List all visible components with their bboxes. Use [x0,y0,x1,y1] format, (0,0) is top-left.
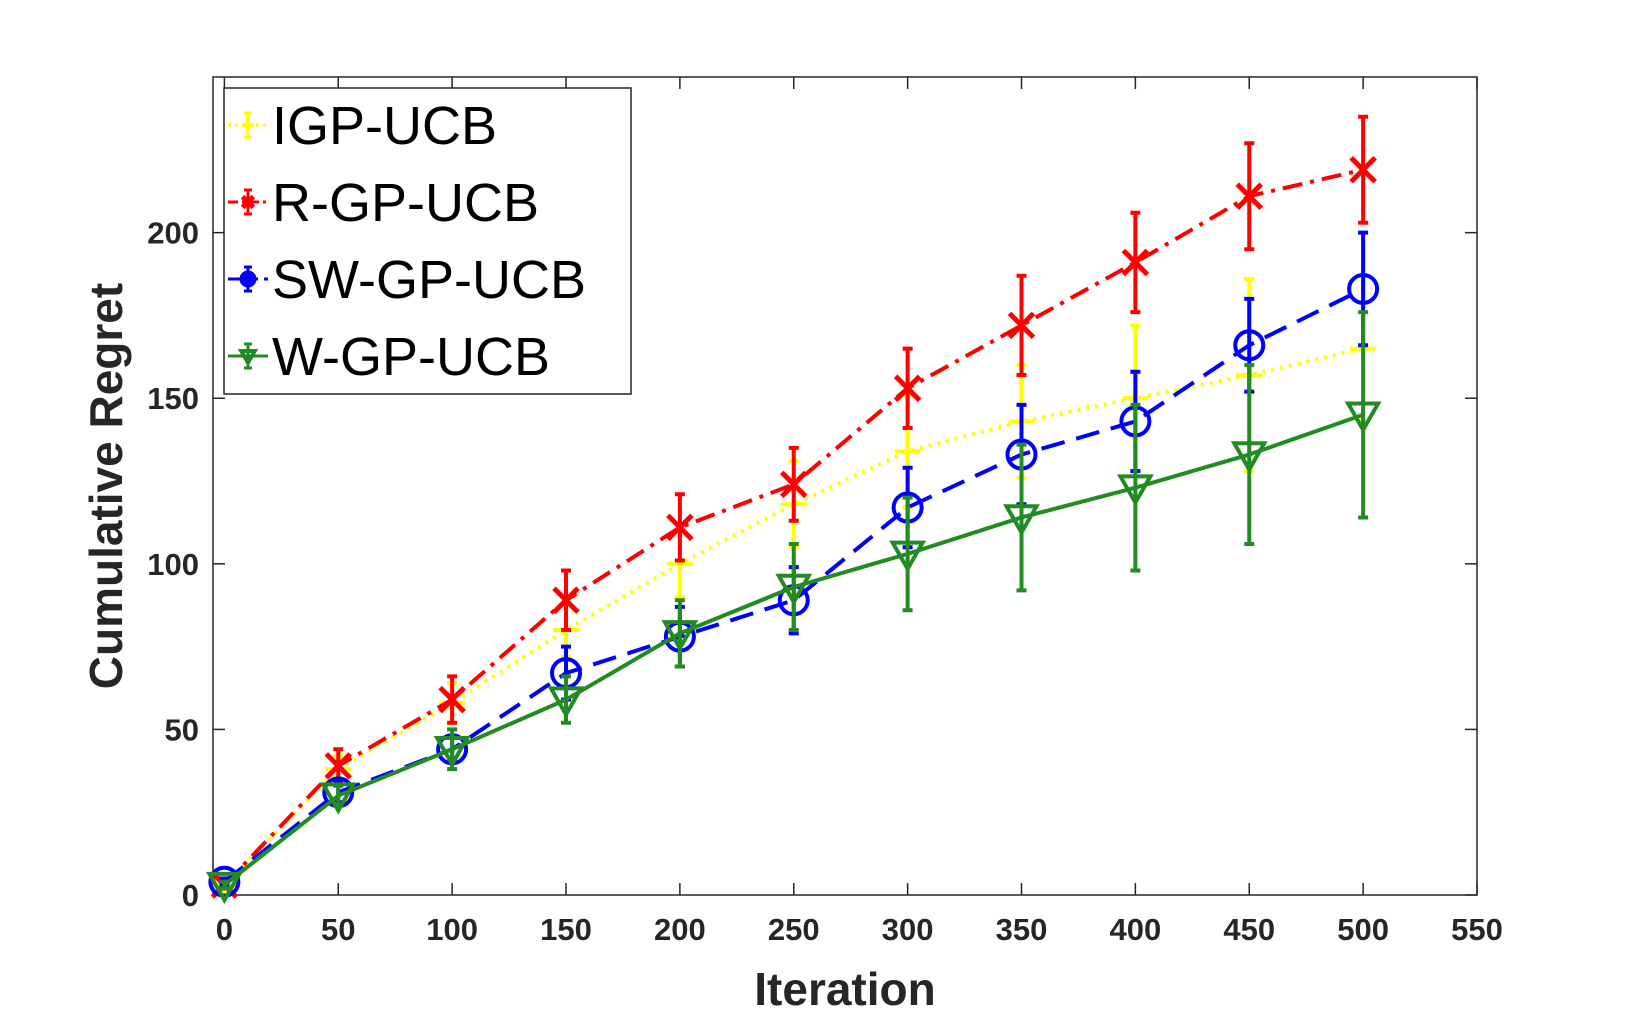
legend-label: IGP-UCB [272,96,497,156]
data-point [319,782,357,815]
data-point [1235,182,1264,210]
series-line [222,167,1364,887]
data-point [1344,401,1382,434]
data-point [1230,441,1268,474]
y-tick-label: 200 [147,216,199,251]
data-point [1349,155,1377,184]
series-line [223,412,1364,887]
data-point [1233,329,1266,362]
y-tick-label: 100 [147,547,199,582]
data-point [894,438,921,465]
x-tick-label: 200 [654,912,706,947]
data-point [779,470,808,499]
data-point [438,685,466,714]
x-axis-ticks: 0 50 100 150 200 250 300 350 400 450 500 550 [216,77,1503,947]
series-layer [205,114,1382,905]
data-point [1347,272,1380,305]
x-tick-label: 350 [996,912,1048,947]
x-tick-label: 250 [768,912,820,947]
x-tick-label: 450 [1223,912,1275,947]
x-tick-label: 400 [1110,912,1162,947]
error-bar [1358,310,1369,520]
data-point [547,686,585,719]
x-tick-label: 150 [540,912,592,947]
data-point [208,865,241,898]
data-point [1116,474,1154,507]
x-tick-label: 550 [1451,912,1503,947]
y-axis-label: Cumulative Regret [80,283,132,689]
data-point [552,586,580,615]
x-tick-label: 300 [882,912,934,947]
data-point [893,374,922,403]
data-point [889,540,927,573]
data-point [1121,248,1150,277]
data-point [433,736,471,769]
series-w-gp-ucb [205,310,1382,905]
y-axis-ticks: 0 50 100 150 200 [147,216,1477,913]
data-point [661,620,699,653]
legend-marker [237,348,259,367]
legend-marker [240,194,256,210]
legend: IGP-UCB R-GP-UCB SW-GP-UCB W-GP-UCB [223,87,632,395]
series-r-gp-ucb [210,114,1377,899]
legend-box [223,87,632,395]
y-tick-label: 150 [147,381,199,416]
x-tick-label: 50 [321,912,355,947]
legend-label: SW-GP-UCB [272,250,586,310]
data-point [1007,311,1036,340]
data-point [666,513,694,542]
legend-label: R-GP-UCB [272,173,539,233]
y-tick-label: 50 [165,712,199,747]
x-axis-label: Iteration [754,963,935,1015]
data-point [1003,504,1040,537]
legend-marker [239,270,257,288]
x-tick-label: 100 [426,912,478,947]
data-point [324,752,353,780]
legend-label: W-GP-UCB [272,327,550,387]
legend-marker [242,119,254,131]
y-tick-label: 0 [182,878,199,913]
data-point [205,871,243,905]
data-point [775,573,813,607]
x-tick-label: 0 [216,912,233,947]
x-tick-label: 500 [1337,912,1389,947]
